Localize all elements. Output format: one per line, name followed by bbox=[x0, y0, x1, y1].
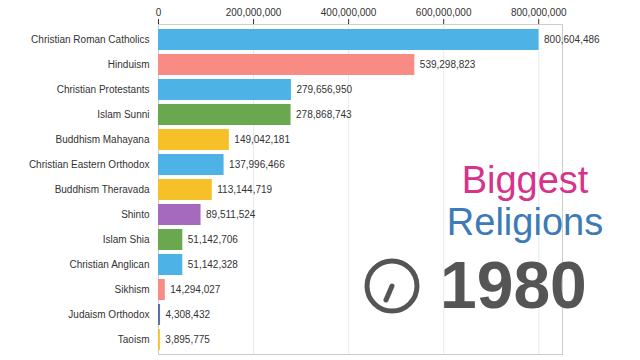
svg-text:137,996,466: 137,996,466 bbox=[229, 159, 285, 170]
svg-text:800,000,000: 800,000,000 bbox=[511, 7, 567, 18]
svg-text:Judaism Orthodox: Judaism Orthodox bbox=[68, 309, 149, 320]
svg-text:14,294,027: 14,294,027 bbox=[170, 284, 220, 295]
svg-text:149,042,181: 149,042,181 bbox=[234, 134, 290, 145]
svg-text:Buddhism Theravada: Buddhism Theravada bbox=[55, 184, 150, 195]
svg-text:Taoism: Taoism bbox=[118, 334, 150, 345]
svg-text:51,142,328: 51,142,328 bbox=[188, 259, 238, 270]
svg-text:200,000,000: 200,000,000 bbox=[226, 7, 282, 18]
svg-text:278,868,743: 278,868,743 bbox=[296, 109, 352, 120]
html-text:Religions: Religions bbox=[446, 201, 604, 243]
svg-text:600,000,000: 600,000,000 bbox=[416, 7, 472, 18]
svg-text:Islam Sunni: Islam Sunni bbox=[97, 109, 149, 120]
svg-text:Hinduism: Hinduism bbox=[108, 59, 150, 70]
svg-text:Buddhism Mahayana: Buddhism Mahayana bbox=[56, 134, 150, 145]
svg-text:Sikhism: Sikhism bbox=[114, 284, 149, 295]
svg-text:4,308,432: 4,308,432 bbox=[166, 309, 211, 320]
svg-text:Christian Protestants: Christian Protestants bbox=[57, 84, 150, 95]
svg-text:Shinto: Shinto bbox=[121, 209, 150, 220]
svg-text:Christian Eastern Orthodox: Christian Eastern Orthodox bbox=[29, 159, 150, 170]
svg-text:Christian Roman Catholics: Christian Roman Catholics bbox=[31, 34, 149, 45]
svg-text:800,604,486: 800,604,486 bbox=[544, 34, 600, 45]
svg-text:400,000,000: 400,000,000 bbox=[321, 7, 377, 18]
svg-text:279,656,950: 279,656,950 bbox=[296, 84, 352, 95]
svg-text:113,144,719: 113,144,719 bbox=[217, 184, 272, 195]
svg-text:3,895,775: 3,895,775 bbox=[165, 334, 210, 345]
svg-text:51,142,706: 51,142,706 bbox=[188, 234, 238, 245]
svg-text:Islam Shia: Islam Shia bbox=[103, 234, 150, 245]
svg-text:89,511,524: 89,511,524 bbox=[206, 209, 256, 220]
html-text:1980: 1980 bbox=[440, 248, 587, 322]
html-text:Biggest: Biggest bbox=[461, 159, 589, 201]
svg-text:539,298,823: 539,298,823 bbox=[420, 59, 476, 70]
svg-text:0: 0 bbox=[156, 7, 162, 18]
svg-text:Christian Anglican: Christian Anglican bbox=[69, 259, 149, 270]
